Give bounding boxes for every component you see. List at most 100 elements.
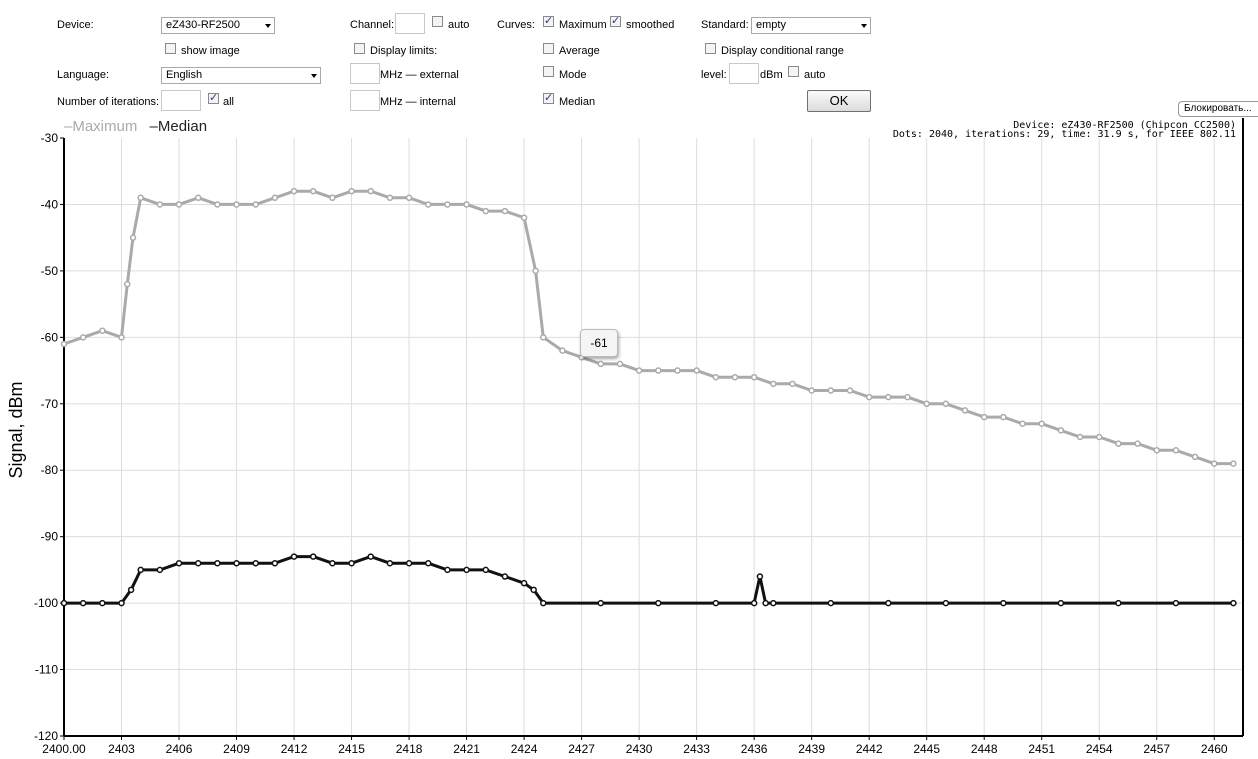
data-point-maximum [808, 387, 815, 394]
data-point-median [329, 559, 336, 567]
y-tick-label: -90 [41, 530, 59, 544]
tick-labels: 2400.00 2403 2406 2409 2412 2415 2418 2421 2424 2… [34, 131, 1228, 756]
data-point-maximum [482, 207, 490, 215]
y-tick-label: -50 [41, 264, 59, 278]
data-point-maximum [1019, 420, 1026, 427]
level-input[interactable] [729, 63, 759, 84]
legend-label-maximum: Maximum [72, 118, 138, 135]
x-tick-label: 2430 [626, 742, 653, 756]
data-point-median [1230, 599, 1237, 607]
data-point-median [424, 559, 432, 567]
data-point-median [540, 599, 547, 607]
data-point-median [885, 599, 892, 607]
data-point-median [175, 559, 183, 567]
dots-info: Dots: 2040, iterations: 29, time: 31.9 s… [892, 129, 1236, 140]
data-point-median [756, 573, 764, 580]
x-tick-label: 2415 [338, 742, 365, 756]
data-point-maximum [118, 334, 125, 341]
data-point-maximum [750, 373, 758, 381]
data-point-maximum [1115, 440, 1122, 447]
data-point-maximum [540, 334, 547, 341]
data-point-maximum [367, 187, 374, 195]
data-point-maximum [329, 194, 336, 202]
x-tick-label: 2400.00 [42, 742, 86, 756]
legend-item-maximum[interactable]: –Maximum [64, 118, 142, 135]
channel-input[interactable] [395, 13, 425, 34]
data-point-maximum [156, 201, 164, 208]
show-image-checkbox[interactable] [165, 43, 176, 54]
legend-item-median[interactable]: –Median [150, 118, 208, 135]
curves-label: Curves: [497, 19, 535, 31]
x-tick-label: 2412 [281, 742, 308, 756]
all-checkbox[interactable]: ✓ [208, 92, 219, 104]
level-auto-label: auto [804, 69, 826, 81]
data-point-maximum [597, 360, 605, 368]
data-point-maximum [1134, 440, 1141, 447]
legend-label-median: Median [157, 118, 208, 135]
channel-auto-checkbox[interactable] [432, 16, 443, 27]
iterations-label: Number of iterations: [57, 96, 160, 108]
channel-label: Channel: [350, 19, 395, 31]
maximum-checkbox[interactable]: ✓ [543, 15, 554, 27]
mhz-external-label: MHz — external [380, 69, 459, 81]
block-button[interactable]: Блокировать... [1178, 101, 1258, 117]
data-point-median [79, 599, 87, 607]
data-point-median [1172, 599, 1180, 607]
data-point-maximum [501, 207, 509, 215]
iterations-input[interactable] [161, 90, 201, 111]
mode-checkbox[interactable] [543, 66, 554, 77]
ok-button[interactable]: OK [807, 90, 871, 112]
data-point-maximum [693, 367, 700, 374]
data-point-median [1115, 599, 1122, 607]
data-point-maximum [290, 187, 298, 195]
legend: –Maximum –Median [64, 118, 207, 135]
data-point-maximum [731, 373, 739, 381]
language-select[interactable]: English [161, 67, 321, 84]
smoothed-checkbox[interactable]: ✓ [610, 15, 621, 27]
data-point-maximum [99, 327, 106, 334]
data-point-median [290, 553, 298, 560]
data-point-maximum [789, 380, 796, 388]
x-tick-label: 2406 [166, 742, 193, 756]
median-checkbox[interactable]: ✓ [543, 92, 554, 104]
mhz-internal-input[interactable] [350, 90, 380, 111]
data-point-maximum [980, 413, 988, 421]
data-point-median [405, 559, 413, 567]
x-tick-label: 2436 [741, 742, 768, 756]
standard-select[interactable]: empty [751, 17, 871, 34]
data-point-median [367, 553, 374, 560]
data-point-maximum [386, 194, 394, 202]
data-point-median [482, 566, 490, 574]
data-point-median [444, 566, 451, 574]
data-point-median [233, 559, 240, 567]
x-tick-label: 2409 [223, 742, 250, 756]
data-point-median [712, 599, 720, 607]
data-point-maximum [942, 400, 950, 408]
maximum-label: Maximum [559, 19, 607, 31]
data-point-maximum [175, 201, 183, 208]
mhz-external-input[interactable] [350, 63, 380, 84]
average-checkbox[interactable] [543, 43, 554, 54]
x-tick-label: 2442 [856, 742, 883, 756]
data-point-maximum [1191, 453, 1199, 461]
data-point-maximum [60, 340, 68, 348]
data-point-median [762, 599, 769, 607]
standard-label: Standard: [701, 19, 749, 31]
data-point-median [463, 566, 470, 574]
data-point-maximum [1153, 447, 1160, 454]
display-conditional-checkbox[interactable] [705, 43, 716, 54]
y-tick-label: -40 [41, 197, 59, 211]
x-tick-label: 2451 [1028, 742, 1055, 756]
level-auto-checkbox[interactable] [788, 66, 799, 77]
data-point-median [942, 599, 950, 607]
data-point-median [1000, 599, 1007, 607]
data-point-maximum [846, 387, 854, 394]
data-point-median [194, 559, 202, 567]
data-point-maximum [532, 267, 539, 275]
x-tick-label: 2433 [683, 742, 710, 756]
display-limits-checkbox[interactable] [354, 43, 365, 54]
data-point-median [750, 599, 758, 607]
device-select[interactable]: eZ430-RF2500 [161, 17, 275, 34]
data-point-median [156, 566, 164, 574]
display-limits-label: Display limits: [370, 45, 438, 57]
